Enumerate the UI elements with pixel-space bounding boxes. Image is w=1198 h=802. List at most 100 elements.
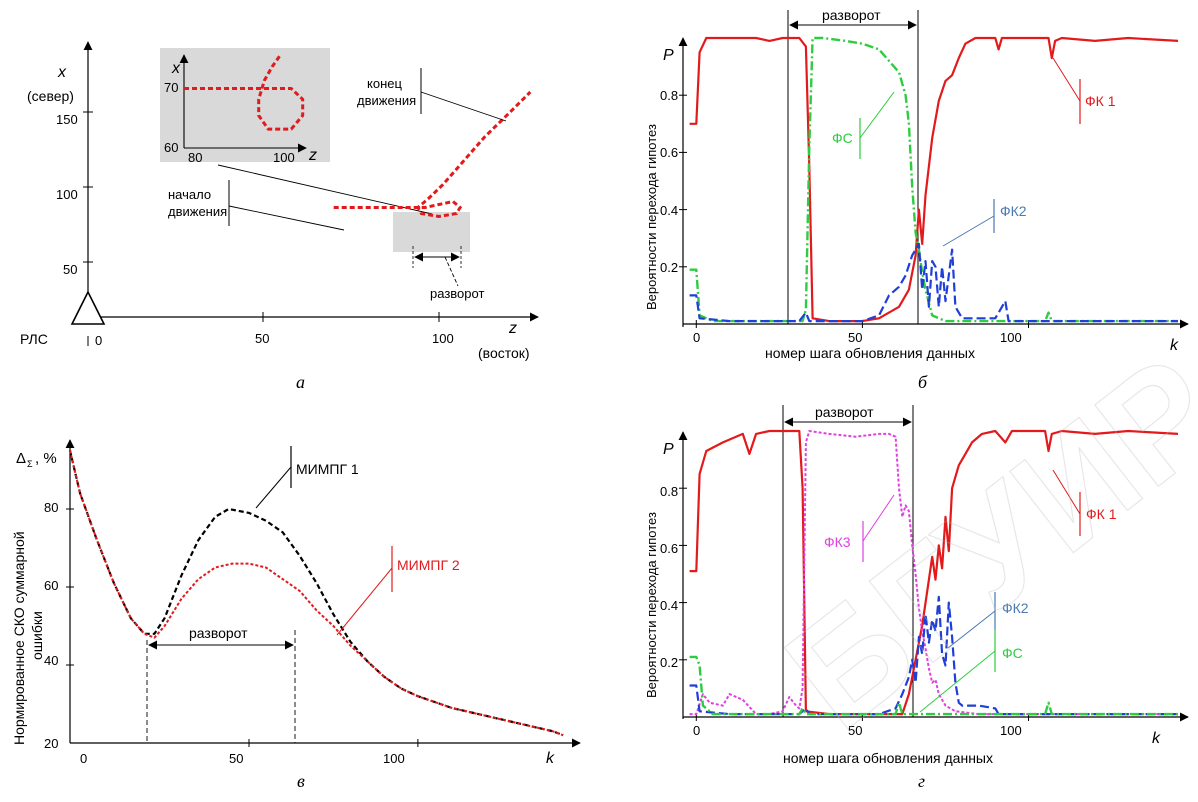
b-series-3 [689, 242, 1178, 323]
x-tick-100: 100 [383, 751, 405, 766]
x-tick-100: 100 [1000, 330, 1022, 345]
panel-b-probabilities: P k Вероятности перехода гипотез номер ш… [644, 7, 1189, 392]
y-symbol: Δ Σ , % [16, 450, 57, 469]
panel-letter-b: б [918, 372, 928, 392]
y-tick-08: 0.8 [660, 484, 678, 499]
x-tick-50: 50 [229, 751, 243, 766]
y-tick-20: 20 [44, 736, 58, 751]
axis-ticks [66, 508, 419, 747]
label-fk1: ФК 1 [1086, 506, 1117, 522]
main-trajectory [333, 90, 532, 219]
y-axis-title: Вероятности перехода гипотез [644, 512, 659, 698]
y-tick-04: 0.4 [660, 598, 678, 613]
inset-background [160, 48, 330, 162]
y-tick-06: 0.6 [660, 145, 678, 160]
callout-m1: МИМПГ 1 [255, 446, 359, 509]
inset-x-tick-70: 70 [164, 80, 178, 95]
origin-tick-label: 0 [95, 333, 102, 348]
y-tick-02: 0.2 [660, 260, 678, 275]
x-tick-150: 150 [56, 112, 78, 127]
y-unit: , % [35, 450, 57, 467]
y-tick-02: 0.2 [660, 655, 678, 670]
z-axis-sublabel: (восток) [478, 345, 530, 361]
label-fk3: ФК3 [824, 534, 851, 550]
label-m1: МИМПГ 1 [296, 461, 359, 477]
k-label: k [546, 750, 555, 767]
x-tick-0: 0 [693, 723, 700, 738]
b-series-2 [689, 36, 1178, 323]
y-tick-80: 80 [44, 500, 58, 515]
inset-trajectory-line-0 [184, 55, 305, 131]
watermark: БГУИР [756, 324, 1198, 761]
callout-fk1: ФК 1 [1052, 57, 1116, 124]
series-group [689, 429, 1179, 716]
k-label: k [1170, 337, 1179, 354]
y-axis-title-line1: Нормированное СКО суммарной [11, 531, 27, 745]
inset-x-label: x [171, 60, 181, 77]
turn-region-highlight [393, 212, 470, 252]
callout-end-line1: конец [367, 76, 402, 91]
inset-z-tick-80: 80 [188, 150, 202, 165]
callout-fs: ФС [832, 91, 895, 159]
z-tick-50: 50 [255, 331, 269, 346]
axis-ticks [679, 94, 1030, 328]
g-series-2 [689, 430, 1178, 716]
label-fk2: ФК2 [1002, 600, 1029, 616]
panel-v-error: Δ Σ , % Нормированное СКО суммарной ошиб… [11, 439, 581, 791]
callout-turn-label: разворот [430, 286, 484, 301]
callout-end-line2: движения [357, 93, 416, 108]
y-tick-60: 60 [44, 578, 58, 593]
x-tick-0: 0 [80, 751, 87, 766]
y-axis-title: Вероятности перехода гипотез [644, 124, 659, 310]
label-m2: МИМПГ 2 [397, 557, 460, 573]
g-series-3 [689, 595, 1178, 716]
y-tick-40: 40 [44, 653, 58, 668]
x-axis-title: номер шага обновления данных [765, 345, 975, 361]
v-series-1 [68, 450, 564, 737]
label-fk2: ФК2 [1000, 203, 1027, 219]
label-fk1: ФК 1 [1085, 93, 1116, 109]
x-tick-50: 50 [848, 723, 862, 738]
series-group [68, 450, 564, 737]
y-tick-04: 0.4 [660, 203, 678, 218]
p-label: P [663, 47, 674, 64]
z-axis-label: z [508, 320, 517, 337]
b-series-1 [689, 36, 1179, 323]
radar-label: РЛС [20, 331, 48, 347]
k-label: k [1152, 730, 1161, 747]
inset-z-label: z [308, 147, 317, 164]
label-fs: ФС [832, 130, 853, 146]
p-label: P [663, 441, 674, 458]
callout-start-line1: начало [168, 187, 211, 202]
callout-fs: ФС [919, 630, 1023, 713]
series-group [689, 36, 1179, 323]
x-axis-label: x [57, 64, 67, 81]
inset-trajectory [184, 55, 305, 131]
label-fs: ФС [1002, 645, 1023, 661]
x-tick-0: 0 [693, 330, 700, 345]
panel-letter-g: г [918, 771, 925, 791]
panel-letter-a: а [296, 372, 305, 392]
x-axis-title: номер шага обновления данных [783, 750, 993, 766]
delta-symbol: Δ [16, 450, 26, 467]
callout-fk2: ФК2 [942, 199, 1027, 247]
x-tick-50: 50 [63, 262, 77, 277]
sigma-subscript: Σ [27, 459, 33, 469]
callout-fk3: ФК3 [824, 494, 895, 562]
inset-x-tick-60: 60 [164, 140, 178, 155]
callout-start-line2: движения [168, 204, 227, 219]
turn-label: разворот [822, 7, 881, 23]
z-tick-100: 100 [432, 331, 454, 346]
y-tick-06: 0.6 [660, 541, 678, 556]
g-series-4 [689, 655, 1178, 716]
callout-fk2: ФК2 [947, 592, 1029, 649]
callout-fk1: ФК 1 [1052, 469, 1117, 536]
panel-g-probabilities: P k Вероятности перехода гипотез номер ш… [644, 404, 1189, 791]
callout-m2: МИМПГ 2 [336, 546, 460, 636]
trajectory-line-0 [333, 90, 532, 219]
g-series-1 [689, 429, 1179, 716]
panel-letter-v: в [297, 771, 305, 791]
y-tick-08: 0.8 [660, 88, 678, 103]
turn-label: разворот [815, 404, 874, 420]
